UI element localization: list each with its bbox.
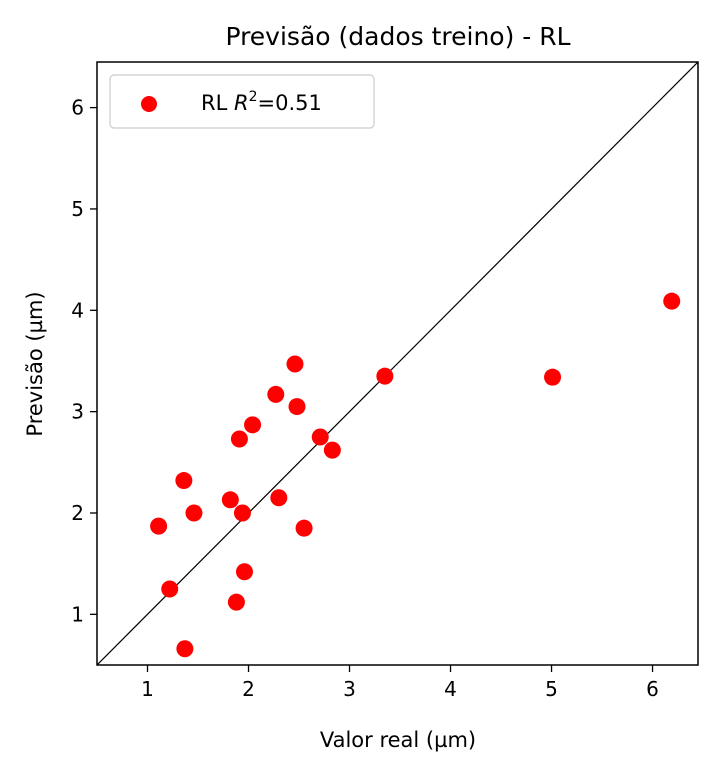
x-axis-ticks: 1 2 3 4 5 6 [141, 665, 659, 701]
x-tick-label: 6 [646, 677, 659, 701]
data-point [288, 398, 306, 416]
y-axis-ticks: 1 2 3 4 5 6 [71, 96, 97, 626]
data-point [221, 491, 239, 509]
data-point [150, 517, 168, 535]
chart-title: Previsão (dados treino) - RL [225, 22, 570, 51]
x-tick-label: 3 [343, 677, 356, 701]
plot-area [96, 61, 699, 666]
data-point [230, 430, 248, 448]
y-tick-label: 2 [71, 501, 84, 525]
y-tick-label: 1 [71, 602, 84, 626]
data-point [176, 640, 194, 658]
data-point [270, 489, 288, 507]
data-points [150, 292, 681, 658]
x-tick-label: 4 [444, 677, 457, 701]
legend-label-prefix: RL [201, 91, 234, 115]
legend-label-superscript: 2 [249, 89, 258, 105]
data-point [161, 580, 179, 598]
x-tick-label: 2 [242, 677, 255, 701]
y-tick-label: 6 [71, 96, 84, 120]
data-point [544, 368, 562, 386]
identity-line [97, 62, 698, 665]
data-point [233, 504, 251, 522]
y-tick-label: 3 [71, 400, 84, 424]
y-tick-label: 5 [71, 197, 84, 221]
data-point [376, 367, 394, 385]
data-point [227, 593, 245, 611]
data-point [286, 355, 304, 373]
data-point [185, 504, 203, 522]
data-point [235, 563, 253, 581]
y-tick-label: 4 [71, 298, 84, 322]
legend-label: RL R2=0.51 [201, 89, 322, 115]
data-point [323, 441, 341, 459]
data-point [311, 428, 329, 446]
y-axis-label: Previsão (µm) [23, 291, 47, 436]
legend-box [109, 74, 375, 129]
x-axis-label: Valor real (µm) [320, 728, 476, 752]
legend: RL R2=0.51 [109, 74, 375, 129]
legend-label-suffix: =0.51 [257, 91, 321, 115]
data-point [175, 472, 193, 490]
x-tick-label: 5 [545, 677, 558, 701]
legend-marker [141, 96, 157, 112]
legend-label-r: R [234, 91, 249, 115]
x-tick-label: 1 [141, 677, 154, 701]
plot-frame [96, 61, 699, 666]
data-point [295, 519, 313, 537]
data-point [663, 292, 681, 310]
data-point [244, 416, 262, 434]
data-point [267, 385, 285, 403]
